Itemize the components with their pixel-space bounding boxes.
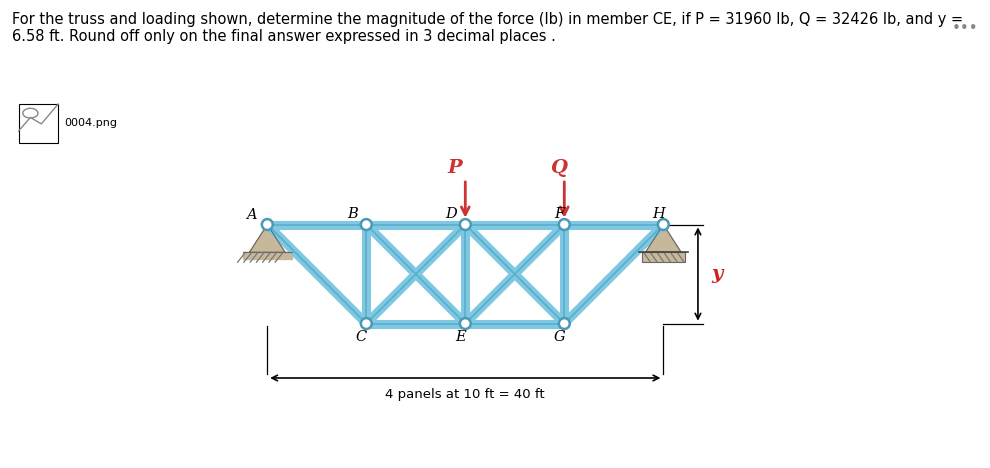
Text: P: P xyxy=(447,159,462,177)
Text: 4 panels at 10 ft = 40 ft: 4 panels at 10 ft = 40 ft xyxy=(385,388,545,401)
Text: H: H xyxy=(652,207,664,220)
Text: y: y xyxy=(712,265,723,283)
Text: D: D xyxy=(446,207,457,220)
Text: G: G xyxy=(553,330,565,344)
Polygon shape xyxy=(645,225,681,252)
Text: B: B xyxy=(347,207,357,220)
Text: E: E xyxy=(455,330,465,344)
Bar xyxy=(642,252,685,262)
Text: 0004.png: 0004.png xyxy=(64,118,117,128)
Circle shape xyxy=(558,318,570,329)
Text: A: A xyxy=(247,208,256,222)
Text: •••: ••• xyxy=(951,21,978,36)
Circle shape xyxy=(558,219,570,230)
Polygon shape xyxy=(249,225,285,252)
Circle shape xyxy=(261,219,273,230)
Circle shape xyxy=(460,318,471,329)
Circle shape xyxy=(360,318,372,329)
Polygon shape xyxy=(19,104,58,143)
Text: C: C xyxy=(355,330,367,344)
Circle shape xyxy=(360,219,372,230)
Circle shape xyxy=(460,219,471,230)
Text: For the truss and loading shown, determine the magnitude of the force (lb) in me: For the truss and loading shown, determi… xyxy=(12,12,963,44)
Text: Q: Q xyxy=(550,159,567,177)
Polygon shape xyxy=(243,252,292,259)
Circle shape xyxy=(657,219,669,230)
Text: F: F xyxy=(554,207,564,220)
